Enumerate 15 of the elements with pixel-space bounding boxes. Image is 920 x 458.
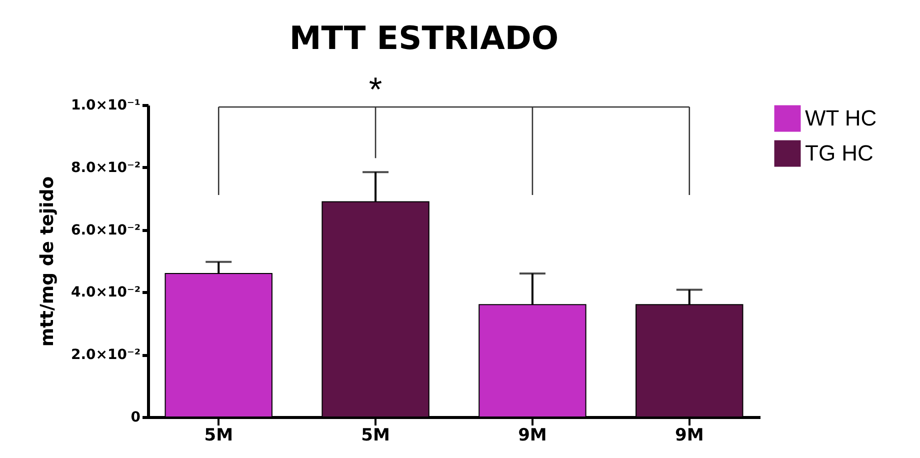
y-tick-label: 1.0×10⁻¹ [70,98,140,114]
x-tick-label: 9M [675,426,704,446]
x-tick-label: 5M [361,426,390,446]
y-axis-title: mtt/mg de tejido [36,176,58,347]
legend-label: TG HC [805,140,874,166]
y-tick-label: 0 [130,410,141,426]
y-tick-label: 2.0×10⁻² [70,347,140,364]
y-tick-label: 4.0×10⁻² [70,284,140,301]
annotation: * [368,71,382,109]
y-tick-label: 6.0×10⁻² [70,222,140,238]
x-tick-label: 5M [204,426,233,446]
legend-label: WT HC [805,106,877,130]
chart-title: MTT ESTRIADO [289,19,559,57]
x-tick-label: 9M [518,426,547,446]
y-tick-label: 8.0×10⁻² [70,160,140,176]
